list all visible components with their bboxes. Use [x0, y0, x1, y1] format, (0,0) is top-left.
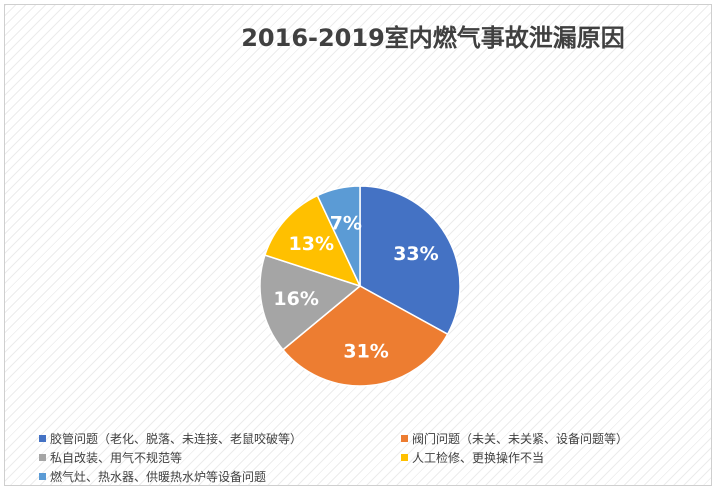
- pie-slice: [359, 185, 461, 336]
- pie-slice: [259, 254, 362, 351]
- legend-item: 燃气灶、热水器、供暖热水炉等设备问题: [39, 467, 401, 485]
- data-label: 13%: [289, 233, 334, 255]
- pie-slice: [263, 194, 362, 288]
- legend-item: 阀门问题（未关、未关紧、设备问题等）: [401, 429, 689, 447]
- legend-swatch: [401, 434, 408, 442]
- data-label: 33%: [393, 243, 438, 265]
- legend-label: 人工检修、更换操作不当: [412, 450, 545, 465]
- legend-label: 燃气灶、热水器、供暖热水炉等设备问题: [50, 469, 267, 484]
- legend-swatch: [401, 453, 408, 461]
- legend-item: 人工检修、更换操作不当: [401, 448, 689, 466]
- legend-label: 胶管问题（老化、脱落、未连接、老鼠咬破等）: [50, 431, 303, 446]
- legend-label: 私自改装、用气不规范等: [50, 450, 183, 465]
- legend-label: 阀门问题（未关、未关紧、设备问题等）: [412, 431, 629, 446]
- legend-swatch: [39, 472, 46, 480]
- data-label: 31%: [343, 341, 388, 363]
- pie-slice: [281, 285, 449, 387]
- pie-chart: 33% 31% 16% 13%7%: [259, 185, 461, 387]
- legend-item: 胶管问题（老化、脱落、未连接、老鼠咬破等）: [39, 429, 401, 447]
- legend-item: 私自改装、用气不规范等: [39, 448, 401, 466]
- chart-legend: 胶管问题（老化、脱落、未连接、老鼠咬破等） 阀门问题（未关、未关紧、设备问题等） 私…: [39, 429, 689, 485]
- legend-swatch: [39, 453, 46, 461]
- chart-title: 2016-2019室内燃气事故泄漏原因: [241, 24, 625, 52]
- data-label: 7%: [330, 213, 362, 235]
- pie-slice: [316, 185, 361, 287]
- legend-swatch: [39, 434, 46, 442]
- data-label: 16%: [273, 288, 318, 310]
- chart-area: 2016-2019室内燃气事故泄漏原因 33% 31% 16% 13% 7% 胶管问题（…: [4, 4, 712, 486]
